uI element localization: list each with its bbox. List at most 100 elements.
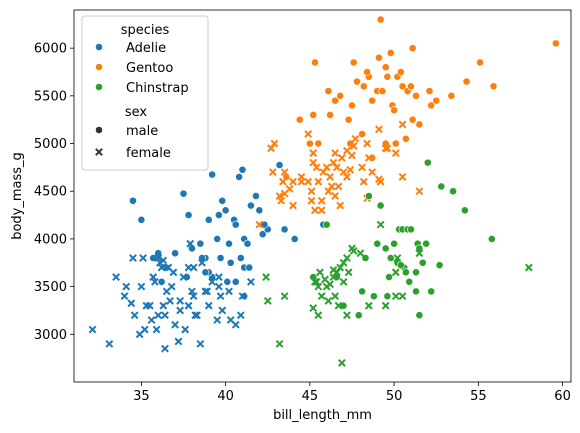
data-point	[390, 106, 399, 115]
data-point	[356, 249, 365, 258]
data-point	[364, 153, 373, 162]
data-point	[176, 306, 185, 315]
data-point	[334, 182, 343, 191]
data-point	[376, 201, 385, 210]
series-gentoo-male	[282, 15, 560, 181]
data-point	[304, 130, 313, 138]
data-point	[304, 177, 313, 186]
data-point	[331, 192, 340, 200]
data-point	[312, 277, 321, 286]
data-point	[181, 325, 190, 334]
series-chinstrap-female	[262, 220, 533, 367]
data-point	[353, 77, 361, 86]
data-point	[375, 125, 383, 134]
data-point	[427, 101, 436, 110]
data-point	[337, 359, 346, 367]
data-point	[275, 339, 284, 348]
data-point	[157, 263, 166, 272]
legend-label-gentoo: Gentoo	[126, 61, 173, 76]
legend-marker-male	[95, 126, 103, 134]
data-point	[311, 277, 319, 286]
data-point	[398, 82, 407, 91]
data-point	[449, 187, 457, 196]
data-point	[161, 344, 169, 353]
data-point	[326, 173, 334, 181]
data-point	[186, 239, 195, 248]
data-point	[280, 225, 289, 234]
data-point	[311, 206, 319, 215]
data-point	[359, 82, 368, 91]
data-point	[385, 273, 393, 281]
data-point	[408, 44, 417, 53]
data-point	[129, 254, 137, 262]
data-point	[363, 139, 372, 148]
data-point	[169, 268, 178, 277]
data-point	[415, 249, 424, 258]
data-point	[262, 273, 270, 281]
data-point	[332, 163, 341, 172]
data-point	[255, 206, 264, 215]
data-point	[391, 149, 400, 157]
data-point	[425, 87, 434, 95]
data-point	[359, 177, 368, 186]
data-point	[381, 301, 390, 310]
legend-label-adelie: Adelie	[126, 41, 166, 56]
data-point	[225, 287, 233, 296]
data-point	[236, 311, 245, 320]
data-point	[427, 287, 436, 296]
data-point	[398, 120, 407, 129]
data-point	[289, 201, 297, 210]
data-point	[311, 58, 319, 67]
data-point	[184, 211, 193, 219]
data-point	[314, 177, 323, 186]
data-point	[363, 68, 372, 76]
data-point	[191, 311, 200, 320]
data-point	[159, 301, 168, 310]
data-point	[280, 292, 289, 301]
data-point	[171, 249, 179, 258]
data-point	[336, 201, 345, 210]
x-tick-label: 40	[217, 389, 234, 404]
data-point	[214, 211, 223, 219]
data-point	[270, 139, 279, 148]
data-point	[327, 182, 336, 191]
data-point	[226, 316, 235, 324]
data-point	[88, 325, 97, 334]
data-point	[307, 196, 316, 205]
data-point	[246, 201, 255, 210]
data-point	[179, 273, 188, 281]
data-point	[337, 153, 346, 162]
legend-marker-gentoo	[95, 63, 103, 71]
data-point	[208, 277, 217, 286]
data-point	[216, 292, 225, 301]
data-point	[218, 306, 227, 315]
data-point	[260, 220, 269, 229]
data-point	[176, 297, 185, 305]
data-point	[551, 39, 560, 48]
data-point	[339, 258, 348, 267]
data-point	[407, 82, 415, 91]
data-point	[386, 254, 395, 262]
data-point	[135, 330, 144, 339]
y-tick-label: 5500	[34, 89, 67, 104]
legend-marker-adelie	[95, 43, 103, 51]
data-point	[162, 263, 171, 272]
data-point	[407, 225, 415, 234]
data-point	[331, 96, 340, 105]
data-point	[326, 111, 334, 119]
data-point	[391, 292, 400, 301]
data-point	[317, 196, 326, 205]
data-point	[216, 254, 225, 262]
data-point	[231, 277, 240, 286]
data-point	[218, 196, 227, 205]
data-point	[297, 173, 306, 181]
data-point	[196, 239, 205, 248]
data-point	[383, 292, 392, 301]
legend-label-chinstrap: Chinstrap	[126, 81, 189, 96]
y-axis: 3000 3500 4000 4500 5000 5500 6000	[34, 42, 74, 343]
points-layer	[88, 15, 560, 367]
y-tick-label: 3000	[34, 328, 67, 343]
legend-sex-entries: male female	[95, 124, 171, 161]
data-point	[349, 58, 358, 67]
